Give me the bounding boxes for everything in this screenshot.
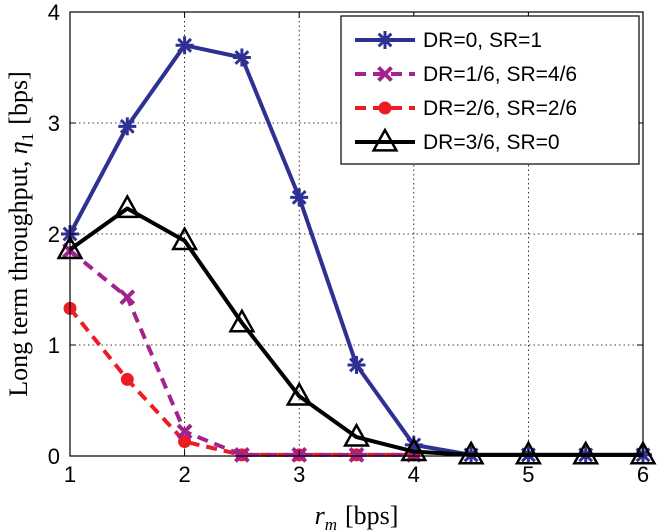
data-point	[285, 381, 313, 406]
legend-marker	[377, 66, 393, 82]
y-axis-var: η	[4, 141, 33, 154]
data-point	[119, 289, 136, 306]
x-tick-label: 2	[178, 462, 190, 487]
legend-marker	[378, 101, 392, 115]
data-point	[400, 436, 428, 462]
x-tick-label: 3	[293, 462, 305, 487]
x-axis-unit: [bps]	[345, 501, 398, 530]
data-point	[457, 440, 485, 465]
series-1	[62, 242, 422, 463]
data-point	[176, 423, 193, 440]
x-tick-label: 6	[637, 462, 649, 487]
data-point	[342, 422, 371, 447]
data-point	[233, 446, 250, 463]
series-line	[68, 206, 643, 457]
data-point	[572, 440, 600, 465]
data-point	[119, 118, 135, 134]
legend-label: DR=1/6, SR=4/6	[423, 63, 577, 86]
data-point	[178, 435, 192, 449]
data-point	[291, 189, 307, 205]
series-line	[68, 249, 414, 457]
x-tick-label: 5	[522, 462, 534, 487]
x-tick-label: 1	[64, 462, 76, 487]
y-tick-label: 2	[48, 222, 60, 247]
y-tick-label: 1	[48, 333, 60, 358]
legend-label: DR=3/6, SR=0	[423, 131, 560, 154]
legend-marker	[377, 32, 393, 48]
x-axis-sub: m	[325, 515, 337, 531]
data-point	[171, 226, 199, 251]
legend-label: DR=2/6, SR=2/6	[423, 97, 577, 120]
legend: DR=0, SR=1 DR=1/6, SR=4/6 DR=2/6, SR=2/6 DR…	[340, 15, 640, 165]
y-axis-label: Long term throughput, η1 [bps]	[4, 71, 37, 396]
y-tick-label: 3	[48, 111, 60, 136]
legend-label: DR=0, SR=1	[423, 29, 542, 52]
x-axis-label: rm [bps]	[315, 501, 399, 531]
data-point	[234, 50, 250, 65]
y-tick-label: 4	[48, 0, 60, 25]
y-axis-text: Long term throughput,	[4, 154, 33, 397]
data-point	[349, 357, 364, 373]
y-axis-unit: [bps]	[4, 71, 33, 124]
data-point	[514, 440, 542, 465]
y-tick-label: 0	[48, 444, 60, 469]
data-point	[629, 440, 657, 465]
data-point	[228, 308, 256, 333]
data-point	[177, 37, 193, 53]
x-tick-label: 4	[408, 462, 420, 487]
x-axis-var: r	[315, 501, 326, 530]
data-point	[113, 193, 141, 219]
data-point	[120, 372, 134, 386]
series-3	[56, 193, 657, 465]
data-point	[348, 446, 365, 463]
legend-marker	[371, 127, 399, 152]
y-axis-sub: 1	[18, 133, 37, 142]
